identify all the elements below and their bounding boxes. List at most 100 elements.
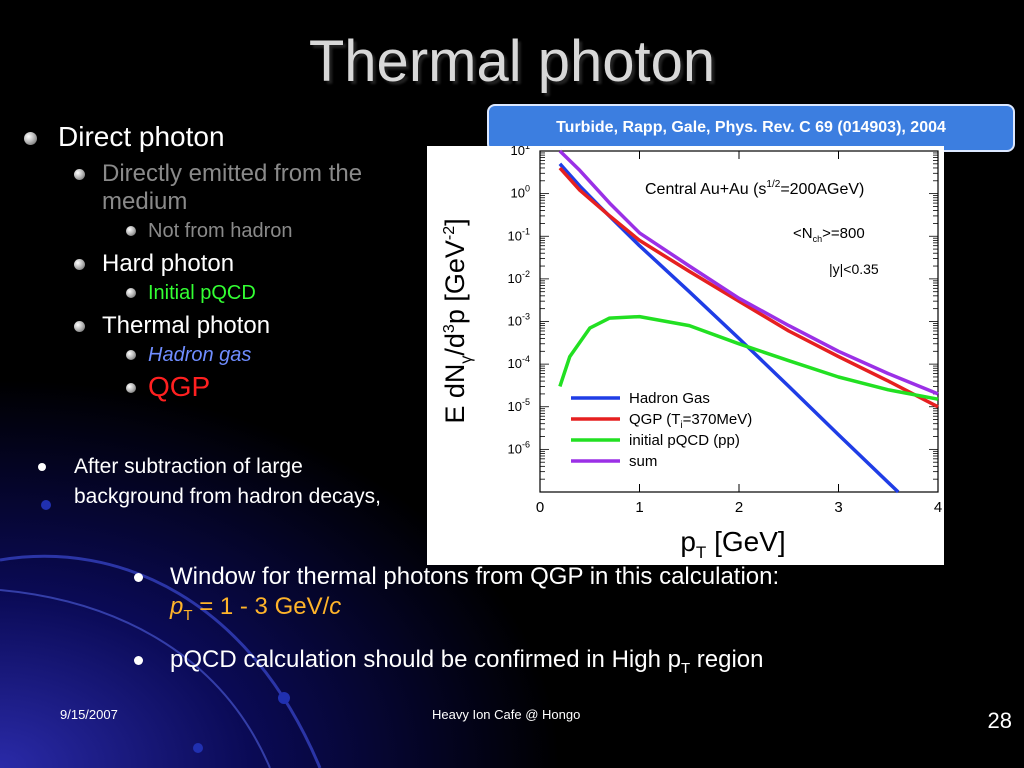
legend-label-end: =370MeV) bbox=[683, 411, 753, 428]
after-subtraction-note: After subtraction of large background fr… bbox=[38, 452, 398, 512]
window-range-rest: = 1 - 3 GeV/ bbox=[192, 593, 330, 620]
y-tick-exp: -3 bbox=[522, 312, 530, 322]
y-tick-base: 10 bbox=[508, 271, 522, 286]
y-tick-label: 10-1 bbox=[508, 226, 530, 243]
y-tick-label: 101 bbox=[511, 146, 530, 158]
y-tick-base: 10 bbox=[508, 399, 522, 414]
series-line bbox=[558, 162, 900, 494]
confirm-sub: T bbox=[680, 659, 691, 677]
legend-label-sub: i bbox=[680, 420, 682, 431]
bullet-initial-pqcd: Initial pQCD bbox=[22, 278, 422, 308]
y-tick-label: 10-6 bbox=[508, 439, 530, 456]
legend-label: Hadron Gas bbox=[629, 390, 710, 407]
bullet-thermal-photon: Thermal photon bbox=[22, 312, 422, 340]
bullet-list: Direct photon Directly emitted from the … bbox=[22, 120, 422, 404]
window-range-sub: T bbox=[183, 606, 193, 624]
bullet-text: Directly emitted from the medium bbox=[102, 160, 363, 215]
series-line bbox=[558, 149, 939, 396]
y-axis-label-sup2: -2 bbox=[441, 226, 458, 240]
bullet-text: Hadron gas bbox=[148, 344, 252, 366]
window-range: pT = 1 - 3 GeV/c bbox=[170, 593, 342, 624]
legend-label: sum bbox=[629, 453, 657, 470]
annotation-nch-a: <N bbox=[793, 225, 813, 242]
y-axis-label-sub: γ bbox=[458, 356, 475, 364]
bullet-qgp: QGP bbox=[22, 370, 422, 404]
annotation-system: Central Au+Au (s1/2=200AGeV) bbox=[645, 179, 864, 198]
slide-title: Thermal photon bbox=[308, 29, 716, 94]
x-tick-label: 4 bbox=[934, 499, 942, 516]
y-tick-label: 100 bbox=[511, 184, 530, 201]
window-range-c: c bbox=[329, 593, 342, 620]
y-tick-base: 10 bbox=[508, 441, 522, 456]
annotation-nch: <Nch>=800 bbox=[793, 225, 865, 244]
y-tick-label: 10-4 bbox=[508, 354, 530, 371]
series-line bbox=[558, 314, 939, 401]
bullet-dot bbox=[74, 259, 85, 270]
y-axis-label-d: ] bbox=[440, 218, 470, 226]
confirm-end: region bbox=[690, 645, 764, 673]
bullet-dot bbox=[126, 350, 136, 360]
annotation-system-a: Central Au+Au (s bbox=[645, 181, 766, 198]
annotation-nch-b: >=800 bbox=[822, 225, 865, 242]
after-text: After subtraction of large background fr… bbox=[74, 455, 382, 508]
y-tick-exp: -6 bbox=[522, 439, 530, 449]
legend-label: initial pQCD (pp) bbox=[629, 432, 740, 449]
bullet-dot bbox=[38, 463, 46, 471]
x-axis-label-main: p bbox=[680, 526, 696, 557]
y-tick-exp: -2 bbox=[522, 269, 530, 279]
x-tick-label: 2 bbox=[735, 499, 743, 516]
y-tick-label: 10-5 bbox=[508, 397, 530, 414]
y-tick-base: 10 bbox=[508, 228, 522, 243]
footer-center: Heavy Ion Cafe @ Hongo bbox=[432, 707, 581, 722]
legend-label-text: sum bbox=[629, 453, 657, 470]
legend-label-text: initial pQCD (pp) bbox=[629, 432, 740, 449]
confirm-text: pQCD calculation should be confirmed in … bbox=[170, 645, 681, 673]
y-tick-base: 10 bbox=[508, 314, 522, 329]
bullet-text: Hard photon bbox=[102, 250, 235, 277]
y-tick-exp: -4 bbox=[522, 354, 530, 364]
y-axis-label-b: /d bbox=[440, 333, 470, 356]
window-bullet: Window for thermal photons from QGP in t… bbox=[130, 562, 1010, 631]
bullet-text: Direct photon bbox=[58, 121, 225, 152]
bullet-dot bbox=[126, 288, 136, 298]
annotation-nch-sub: ch bbox=[813, 234, 823, 244]
x-tick-label: 0 bbox=[536, 499, 544, 516]
bullet-dot bbox=[134, 573, 143, 582]
bullet-text: Not from hadron bbox=[148, 220, 293, 242]
x-axis-label-rest: [GeV] bbox=[706, 526, 785, 557]
y-tick-exp: 1 bbox=[525, 146, 530, 151]
y-tick-exp: -1 bbox=[522, 226, 530, 236]
bullet-hadron-gas: Hadron gas bbox=[22, 340, 422, 370]
lower-bullets: Window for thermal photons from QGP in t… bbox=[130, 562, 1010, 698]
bullet-direct-photon: Direct photon bbox=[22, 120, 422, 154]
page-number: 28 bbox=[987, 708, 1012, 733]
y-tick-label: 10-3 bbox=[508, 312, 530, 329]
legend-label-main: QGP (T bbox=[629, 411, 680, 428]
window-text: Window for thermal photons from QGP in t… bbox=[170, 563, 780, 590]
y-tick-exp: 0 bbox=[525, 184, 530, 194]
bullet-dot bbox=[74, 321, 85, 332]
y-tick-base: 10 bbox=[511, 186, 525, 201]
confirm-bullet: pQCD calculation should be confirmed in … bbox=[130, 645, 1010, 684]
y-axis-label-c: p [GeV bbox=[440, 240, 470, 324]
footer-date: 9/15/2007 bbox=[60, 707, 118, 722]
window-range-p: p bbox=[170, 593, 184, 620]
bullet-dot bbox=[134, 655, 143, 665]
chart-curves bbox=[558, 149, 939, 494]
y-axis-label: E dNγ/d3p [GeV-2] bbox=[440, 218, 475, 423]
bullet-text: QGP bbox=[148, 371, 211, 402]
series-line bbox=[558, 166, 939, 409]
after-bullet: After subtraction of large background fr… bbox=[38, 452, 398, 512]
bullet-not-from-hadron: Not from hadron bbox=[22, 216, 422, 246]
bullet-text: Initial pQCD bbox=[148, 282, 256, 304]
bullet-dot bbox=[126, 226, 136, 236]
legend-label: QGP (Ti=370MeV) bbox=[629, 411, 752, 431]
y-tick-base: 10 bbox=[511, 146, 525, 158]
y-axis-label-a: E dN bbox=[440, 364, 470, 424]
annotation-system-b: =200AGeV) bbox=[780, 181, 864, 198]
bullet-dot bbox=[126, 383, 136, 393]
x-axis-label: pT [GeV] bbox=[680, 526, 785, 562]
bullet-directly-emitted: Directly emitted from the medium bbox=[22, 160, 422, 216]
x-tick-label: 1 bbox=[635, 499, 643, 516]
